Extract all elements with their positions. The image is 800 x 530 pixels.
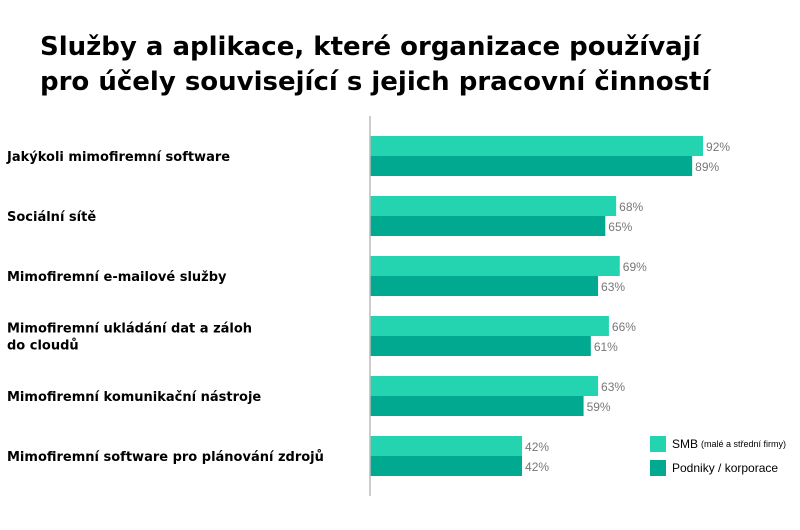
- category-label-4-line-2: do cloudů: [7, 339, 79, 354]
- bar-smb-3: [370, 256, 620, 276]
- chart-title-line-2: pro účely související s jejich pracovní …: [40, 67, 711, 97]
- chart-title: Služby a aplikace, které organizace použ…: [40, 30, 780, 100]
- legend-swatch-smb: [650, 436, 666, 452]
- legend-swatch-enterprise: [650, 460, 666, 476]
- value-label-smb-2: 68%: [619, 200, 643, 214]
- bar-enterprise-2: [370, 216, 606, 236]
- value-label-enterprise-1: 89%: [695, 160, 719, 174]
- bar-enterprise-5: [370, 396, 584, 416]
- value-label-smb-5: 63%: [601, 380, 625, 394]
- legend-note-smb: (malé a střední firmy): [701, 439, 787, 449]
- legend-label-smb: SMB: [672, 437, 699, 451]
- category-label-2: Sociální sítě: [7, 210, 96, 225]
- bar-enterprise-3: [370, 276, 599, 296]
- value-label-enterprise-2: 65%: [608, 220, 632, 234]
- bar-smb-5: [370, 376, 599, 396]
- legend-label-enterprise: Podniky / korporace: [672, 461, 779, 475]
- bar-enterprise-1: [370, 156, 693, 176]
- bar-smb-6: [370, 436, 523, 456]
- bar-smb-1: [370, 136, 704, 156]
- value-label-enterprise-6: 42%: [525, 460, 549, 474]
- chart-title-line-1: Služby a aplikace, které organizace použ…: [40, 32, 701, 62]
- bar-smb-4: [370, 316, 609, 336]
- category-label-4-line-1: Mimofiremní ukládání dat a záloh: [7, 322, 252, 337]
- value-label-smb-1: 92%: [706, 140, 730, 154]
- legend-item-smb: SMB (malé a střední firmy): [650, 436, 786, 452]
- legend-item-enterprise: Podniky / korporace: [650, 460, 786, 476]
- bar-smb-2: [370, 196, 617, 216]
- value-label-enterprise-4: 61%: [594, 340, 618, 354]
- category-label-5: Mimofiremní komunikační nástroje: [7, 390, 261, 405]
- bar-enterprise-4: [370, 336, 591, 356]
- value-label-enterprise-5: 59%: [587, 400, 611, 414]
- value-label-smb-4: 66%: [612, 320, 636, 334]
- value-label-smb-3: 69%: [623, 260, 647, 274]
- legend: SMB (malé a střední firmy) Podniky / kor…: [650, 436, 786, 484]
- category-label-6: Mimofiremní software pro plánování zdroj…: [7, 450, 324, 465]
- category-label-3: Mimofiremní e-mailové služby: [7, 270, 227, 285]
- bar-enterprise-6: [370, 456, 523, 476]
- value-label-enterprise-3: 63%: [601, 280, 625, 294]
- category-label-1: Jakýkoli mimofiremní software: [6, 150, 230, 165]
- value-label-smb-6: 42%: [525, 440, 549, 454]
